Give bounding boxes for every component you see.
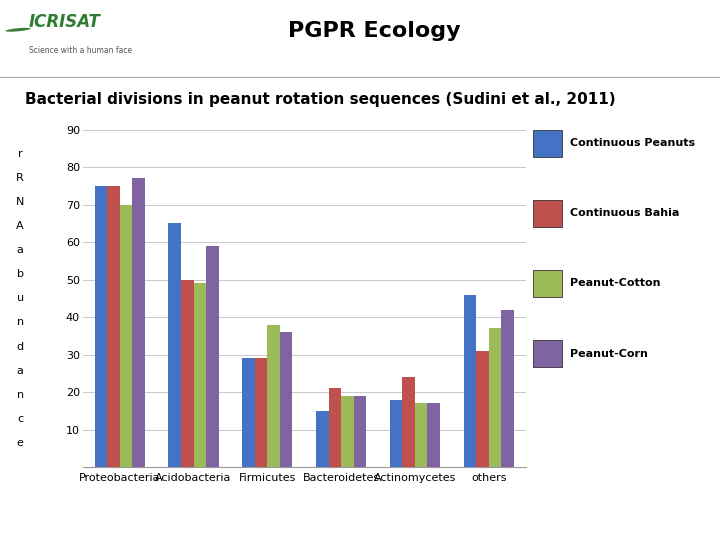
Bar bbox=[476, 351, 489, 467]
Text: a: a bbox=[17, 245, 24, 255]
FancyBboxPatch shape bbox=[533, 270, 562, 297]
Bar bbox=[280, 332, 292, 467]
Text: d: d bbox=[17, 342, 24, 352]
Bar bbox=[255, 359, 267, 467]
Text: Continuous Peanuts: Continuous Peanuts bbox=[570, 138, 695, 148]
Text: Grow: Grow bbox=[328, 503, 386, 523]
Text: •: • bbox=[284, 499, 301, 527]
Text: Science with a human face: Science with a human face bbox=[29, 46, 132, 56]
Text: Bacterial divisions in peanut rotation sequences (Sudini et al., 2011): Bacterial divisions in peanut rotation s… bbox=[25, 92, 616, 107]
Text: c: c bbox=[17, 414, 23, 424]
Bar bbox=[120, 205, 132, 467]
Text: R: R bbox=[17, 173, 24, 183]
Bar bbox=[206, 246, 219, 467]
Bar bbox=[428, 403, 440, 467]
Bar bbox=[132, 178, 145, 467]
Text: n: n bbox=[17, 318, 24, 327]
Bar bbox=[501, 309, 514, 467]
Bar bbox=[316, 411, 328, 467]
Bar bbox=[194, 284, 206, 467]
Bar bbox=[341, 396, 354, 467]
Bar bbox=[354, 396, 366, 467]
Text: n: n bbox=[17, 390, 24, 400]
Text: A: A bbox=[17, 221, 24, 231]
Bar bbox=[402, 377, 415, 467]
Bar bbox=[415, 403, 428, 467]
Bar bbox=[181, 280, 194, 467]
Bar bbox=[489, 328, 501, 467]
Text: Prosper: Prosper bbox=[472, 503, 557, 523]
Ellipse shape bbox=[5, 28, 31, 32]
Text: b: b bbox=[17, 269, 24, 279]
Text: IMOD:: IMOD: bbox=[36, 501, 117, 525]
Bar bbox=[464, 295, 476, 467]
Bar bbox=[242, 359, 255, 467]
Text: N: N bbox=[16, 197, 24, 207]
Text: ICRISAT: ICRISAT bbox=[29, 13, 101, 31]
Bar bbox=[267, 325, 280, 467]
Text: Continuous Bahia: Continuous Bahia bbox=[570, 208, 679, 218]
Text: Peanut-Corn: Peanut-Corn bbox=[570, 349, 647, 359]
Bar bbox=[168, 224, 181, 467]
Text: Peanut-Cotton: Peanut-Cotton bbox=[570, 279, 660, 288]
FancyBboxPatch shape bbox=[533, 200, 562, 227]
Bar bbox=[107, 186, 120, 467]
Text: PGPR Ecology: PGPR Ecology bbox=[288, 21, 461, 42]
Text: Innovate: Innovate bbox=[140, 503, 238, 523]
Bar bbox=[328, 388, 341, 467]
Bar bbox=[390, 400, 402, 467]
Text: •: • bbox=[428, 499, 445, 527]
Text: a: a bbox=[17, 366, 24, 376]
Bar bbox=[94, 186, 107, 467]
Text: r: r bbox=[18, 148, 22, 159]
FancyBboxPatch shape bbox=[533, 340, 562, 367]
FancyBboxPatch shape bbox=[533, 130, 562, 157]
Text: e: e bbox=[17, 438, 24, 448]
Text: u: u bbox=[17, 293, 24, 303]
